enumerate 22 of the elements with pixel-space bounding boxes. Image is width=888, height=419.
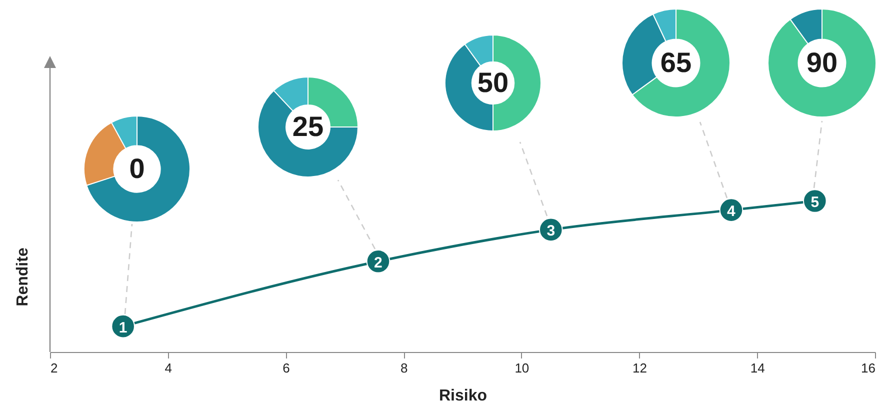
annotation: 1 — [118, 319, 128, 336]
annotation: 5 — [810, 194, 820, 211]
text: 50 — [477, 67, 509, 98]
text: 0 — [129, 153, 145, 184]
annotation: 4 — [727, 203, 736, 220]
donut-slice — [768, 8, 876, 118]
x-tick-label: 2 — [50, 360, 58, 376]
y-axis-title: Rendite — [14, 248, 32, 306]
text: 65 — [660, 47, 692, 78]
x-tick-label: 8 — [400, 360, 408, 376]
x-tick-label: 16 — [861, 360, 876, 376]
x-tick-label: 14 — [750, 360, 765, 376]
x-tick-label: 4 — [164, 360, 172, 376]
donut-slice — [86, 116, 190, 222]
x-axis-title: Risiko — [438, 388, 488, 404]
x-tick-label: 6 — [282, 360, 290, 376]
x-tick-label: 10 — [514, 360, 530, 376]
x-tick-label: 12 — [632, 360, 648, 376]
annotation: 2 — [374, 254, 382, 272]
text: 90 — [806, 47, 838, 78]
text: 25 — [292, 111, 324, 142]
annotation: 3 — [546, 222, 556, 240]
